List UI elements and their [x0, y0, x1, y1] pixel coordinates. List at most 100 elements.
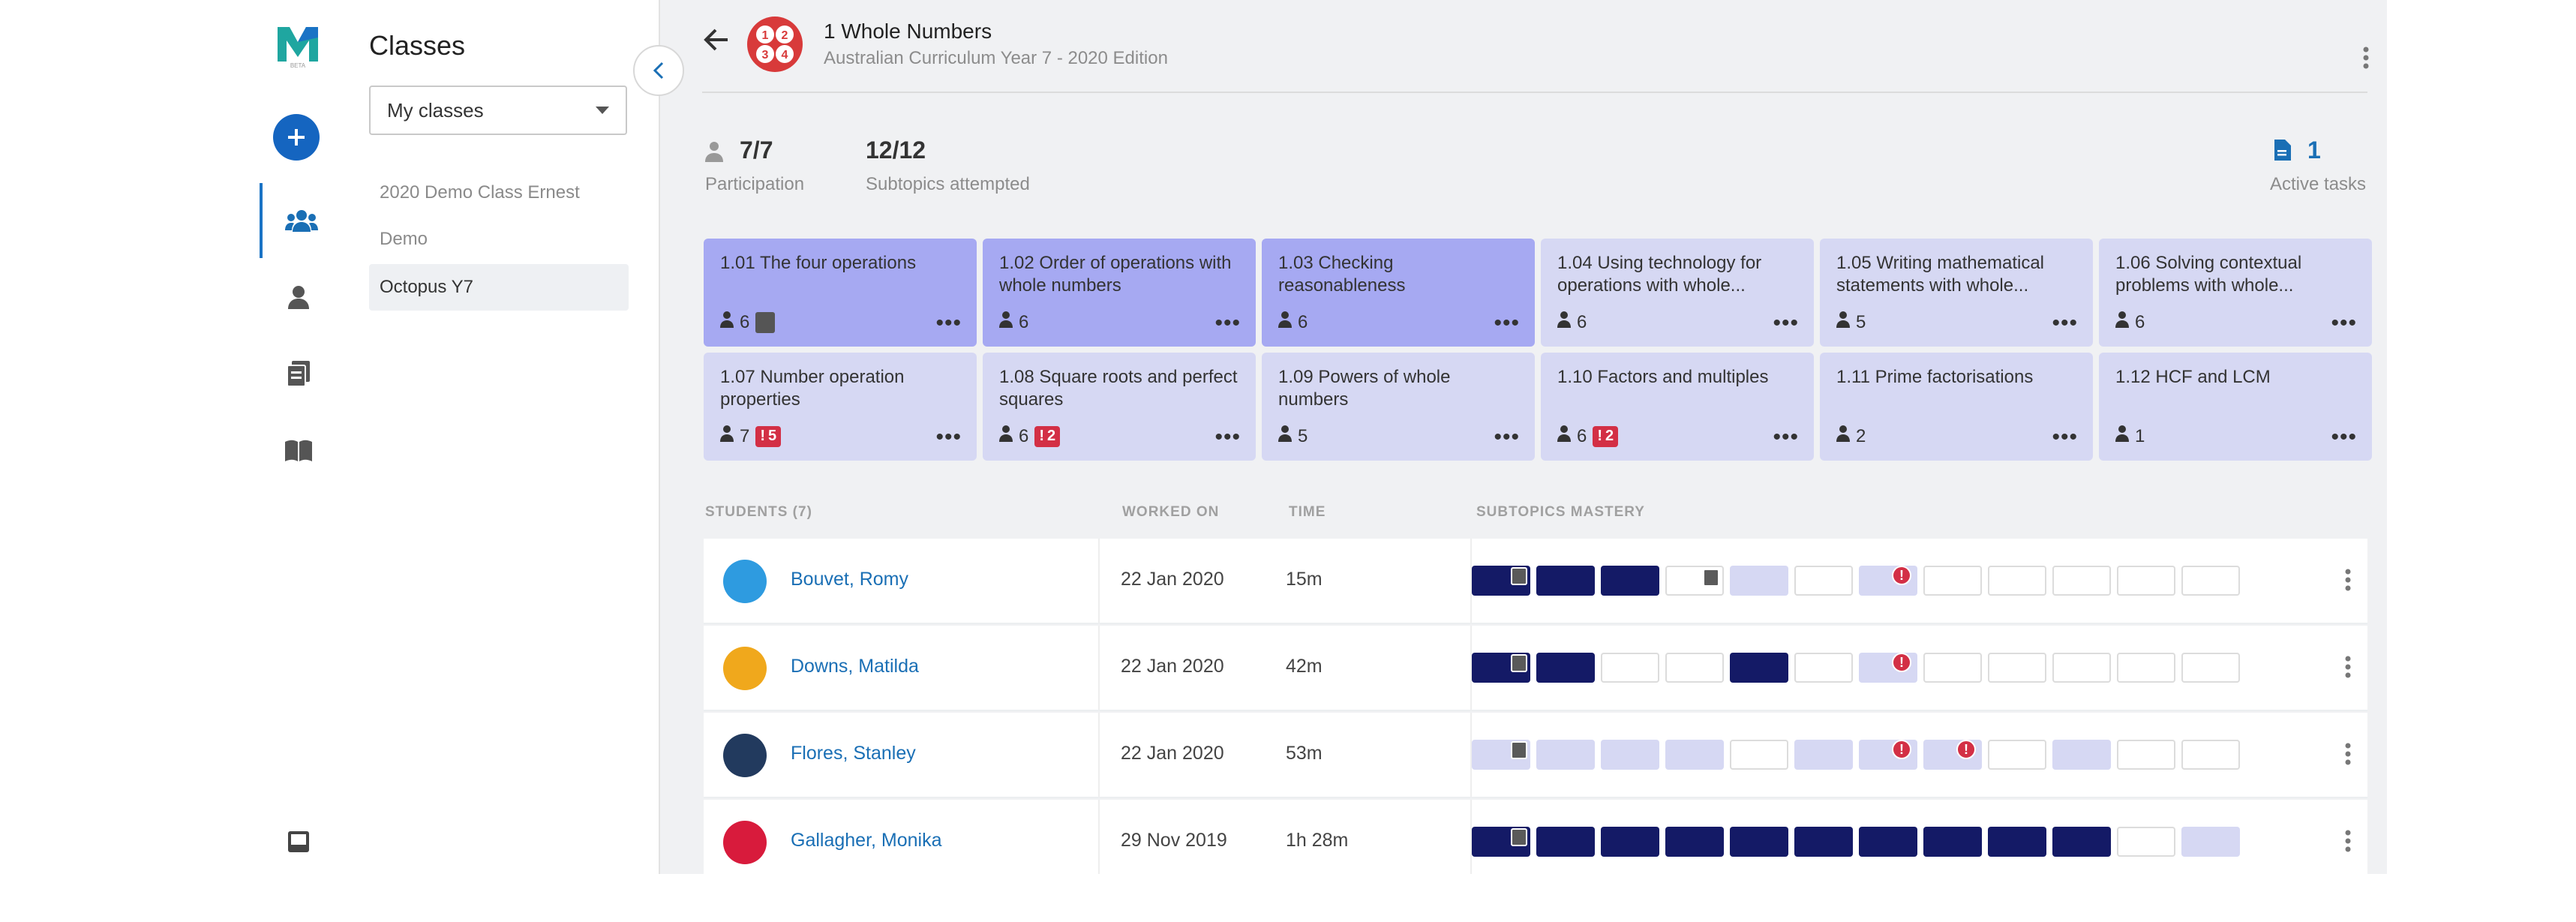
- subtopic-card[interactable]: 1.10 Factors and multiples 6! 2 •••: [1541, 353, 1814, 461]
- mastery-cell[interactable]: [1472, 740, 1530, 770]
- mastery-cell[interactable]: [2181, 566, 2240, 596]
- subtopic-more-button[interactable]: •••: [2331, 311, 2357, 335]
- subtopic-card[interactable]: 1.03 Checking reasonableness 6 •••: [1262, 239, 1535, 347]
- subtopic-card[interactable]: 1.07 Number operation properties 7! 5 •••: [704, 353, 977, 461]
- worked-on-header[interactable]: WORKED ON: [1122, 504, 1220, 520]
- student-row[interactable]: Downs, Matilda 22 Jan 2020 42m!: [704, 626, 2367, 711]
- row-more-button[interactable]: [2345, 743, 2351, 769]
- mastery-cell[interactable]: [2117, 653, 2175, 683]
- subtopic-card[interactable]: 1.06 Solving contextual problems with wh…: [2099, 239, 2372, 347]
- mastery-cell[interactable]: [1794, 566, 1853, 596]
- subtopic-more-button[interactable]: •••: [2052, 311, 2078, 335]
- mastery-cell[interactable]: !: [1859, 740, 1917, 770]
- alert-badge[interactable]: ! 5: [755, 425, 782, 447]
- mastery-cell[interactable]: [2117, 827, 2175, 857]
- mastery-cell[interactable]: [1730, 566, 1788, 596]
- subtopic-card[interactable]: 1.09 Powers of whole numbers 5 •••: [1262, 353, 1535, 461]
- mastery-cell[interactable]: [1472, 827, 1530, 857]
- app-logo[interactable]: BETA: [275, 23, 321, 69]
- mastery-cell[interactable]: [1601, 653, 1659, 683]
- mastery-cell[interactable]: [1665, 653, 1724, 683]
- mastery-cell[interactable]: [2052, 827, 2111, 857]
- mastery-cell[interactable]: [1665, 740, 1724, 770]
- mastery-cell[interactable]: [1988, 740, 2046, 770]
- mastery-cell[interactable]: [1472, 566, 1530, 596]
- mastery-cell[interactable]: [1601, 566, 1659, 596]
- row-more-button[interactable]: [2345, 830, 2351, 856]
- class-item[interactable]: Demo: [380, 229, 428, 249]
- subtopic-card[interactable]: 1.11 Prime factorisations 2 •••: [1820, 353, 2093, 461]
- student-row[interactable]: Bouvet, Romy 22 Jan 2020 15m!: [704, 539, 2367, 624]
- active-tasks-value[interactable]: 1: [2307, 137, 2321, 164]
- subtopic-card[interactable]: 1.01 The four operations 6 •••: [704, 239, 977, 347]
- mastery-cell[interactable]: [1794, 740, 1853, 770]
- mastery-cell[interactable]: [1665, 566, 1724, 596]
- mastery-cell[interactable]: !: [1923, 740, 1982, 770]
- mastery-cell[interactable]: [1859, 827, 1917, 857]
- mastery-cell[interactable]: [1923, 827, 1982, 857]
- class-item[interactable]: 2020 Demo Class Ernest: [380, 182, 580, 203]
- class-item-selected[interactable]: Octopus Y7: [369, 264, 629, 311]
- alert-badge[interactable]: ! 2: [1593, 425, 1619, 447]
- subtopic-card[interactable]: 1.08 Square roots and perfect squares 6! 2…: [983, 353, 1256, 461]
- subtopic-more-button[interactable]: •••: [1214, 425, 1241, 449]
- subtopic-card[interactable]: 1.04 Using technology for operations wit…: [1541, 239, 1814, 347]
- mastery-cell[interactable]: [1923, 566, 1982, 596]
- subtopic-more-button[interactable]: •••: [1773, 311, 1799, 335]
- mastery-cell[interactable]: [1536, 740, 1595, 770]
- mastery-cell[interactable]: [2117, 740, 2175, 770]
- mastery-cell[interactable]: [1730, 740, 1788, 770]
- nav-student[interactable]: [260, 260, 338, 335]
- alert-badge[interactable]: ! 2: [1034, 425, 1061, 447]
- collapse-panel-button[interactable]: [633, 45, 684, 96]
- mastery-cell[interactable]: [1794, 653, 1853, 683]
- mastery-cell[interactable]: !: [1859, 566, 1917, 596]
- mastery-cell[interactable]: [2117, 566, 2175, 596]
- subtopic-card[interactable]: 1.12 HCF and LCM 1 •••: [2099, 353, 2372, 461]
- subtopic-card[interactable]: 1.05 Writing mathematical statements wit…: [1820, 239, 2093, 347]
- mastery-cell[interactable]: [2181, 653, 2240, 683]
- mastery-cell[interactable]: [1472, 653, 1530, 683]
- mastery-cell[interactable]: !: [1859, 653, 1917, 683]
- class-filter-select[interactable]: My classes: [369, 86, 627, 135]
- student-name-link[interactable]: Downs, Matilda: [791, 656, 919, 677]
- subtopic-more-button[interactable]: •••: [2331, 425, 2357, 449]
- subtopic-more-button[interactable]: •••: [1494, 311, 1520, 335]
- student-name-link[interactable]: Flores, Stanley: [791, 743, 916, 764]
- mastery-cell[interactable]: [1988, 566, 2046, 596]
- mastery-cell[interactable]: [2052, 653, 2111, 683]
- mastery-cell[interactable]: [1730, 653, 1788, 683]
- mastery-cell[interactable]: [1923, 653, 1982, 683]
- subtopic-more-button[interactable]: •••: [1214, 311, 1241, 335]
- subtopic-more-button[interactable]: •••: [1494, 425, 1520, 449]
- subtopic-more-button[interactable]: •••: [935, 311, 962, 335]
- mastery-cell[interactable]: [1988, 653, 2046, 683]
- mastery-cell[interactable]: [2181, 827, 2240, 857]
- mastery-cell[interactable]: [1665, 827, 1724, 857]
- mastery-cell[interactable]: [1794, 827, 1853, 857]
- mastery-cell[interactable]: [1536, 653, 1595, 683]
- mastery-cell[interactable]: [2181, 740, 2240, 770]
- nav-library[interactable]: [260, 413, 338, 488]
- nav-tasks[interactable]: [260, 336, 338, 411]
- nav-classes[interactable]: [260, 183, 341, 258]
- student-name-link[interactable]: Bouvet, Romy: [791, 569, 909, 590]
- mastery-cell[interactable]: [1601, 740, 1659, 770]
- row-more-button[interactable]: [2345, 656, 2351, 682]
- students-header[interactable]: STUDENTS (7): [705, 504, 812, 520]
- nav-inbox[interactable]: [260, 804, 338, 874]
- mastery-cell[interactable]: [1536, 827, 1595, 857]
- back-button[interactable]: [704, 27, 734, 57]
- student-row[interactable]: Gallagher, Monika 29 Nov 2019 1h 28m: [704, 800, 2367, 874]
- student-row[interactable]: Flores, Stanley 22 Jan 2020 53m!!: [704, 713, 2367, 798]
- student-name-link[interactable]: Gallagher, Monika: [791, 830, 942, 851]
- add-button[interactable]: [273, 114, 320, 161]
- subtopic-more-button[interactable]: •••: [1773, 425, 1799, 449]
- subtopic-more-button[interactable]: •••: [935, 425, 962, 449]
- topic-more-button[interactable]: [2363, 47, 2369, 73]
- mastery-cell[interactable]: [2052, 740, 2111, 770]
- subtopic-more-button[interactable]: •••: [2052, 425, 2078, 449]
- time-header[interactable]: TIME: [1289, 504, 1326, 520]
- subtopic-card[interactable]: 1.02 Order of operations with whole numb…: [983, 239, 1256, 347]
- mastery-cell[interactable]: [1730, 827, 1788, 857]
